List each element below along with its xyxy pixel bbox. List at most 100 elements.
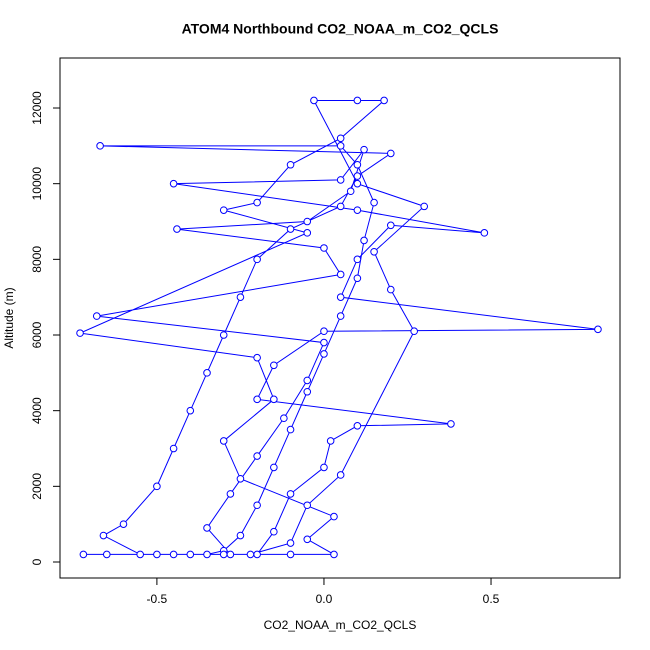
data-point [326, 437, 335, 445]
data-point [270, 361, 278, 370]
data-point [96, 142, 104, 150]
data-point [203, 369, 211, 377]
data-point [219, 206, 228, 214]
data-point [286, 225, 295, 233]
data-point [330, 512, 338, 521]
data-point [447, 420, 455, 428]
data-point [203, 524, 211, 532]
data-point [420, 202, 429, 211]
data-point [410, 327, 418, 336]
data-point [336, 293, 345, 301]
y-tick-label: 2000 [30, 473, 44, 500]
data-point [92, 312, 101, 320]
data-point [219, 437, 228, 445]
data-point [594, 325, 602, 334]
data-point [102, 550, 111, 559]
data-point [286, 425, 295, 434]
data-point [219, 550, 228, 559]
data-point [336, 142, 345, 150]
data-point [236, 293, 245, 301]
data-point [169, 550, 178, 559]
data-point [286, 539, 295, 547]
data-point [236, 474, 245, 483]
y-tick-label: 4000 [30, 397, 44, 424]
data-point [280, 414, 288, 423]
data-point [303, 535, 312, 544]
data-point [253, 452, 261, 460]
data-point [270, 527, 278, 536]
data-point [76, 329, 84, 337]
data-point [320, 350, 328, 358]
data-point [219, 331, 228, 339]
data-point [386, 149, 395, 158]
data-point [336, 270, 345, 279]
y-tick-label: 6000 [30, 321, 44, 348]
data-point [320, 463, 328, 472]
data-point [169, 444, 178, 453]
x-tick-label: 0.0 [316, 592, 333, 606]
data-point [303, 376, 312, 385]
data-point [353, 206, 362, 214]
data-point [253, 395, 261, 404]
data-point [286, 550, 295, 559]
data-point [360, 236, 368, 245]
data-point [226, 490, 235, 498]
data-point [203, 550, 211, 559]
data-point [99, 531, 108, 540]
data-point [253, 255, 261, 264]
data-point [173, 225, 181, 233]
data-point [253, 501, 261, 510]
data-point [336, 176, 345, 184]
data-point [370, 247, 378, 256]
data-point [136, 550, 144, 559]
data-point [303, 229, 312, 237]
data-point [303, 501, 312, 510]
x-axis-label: CO2_NOAA_m_CO2_QCLS [264, 618, 417, 632]
data-point [320, 338, 328, 347]
data-point [253, 550, 261, 559]
data-point [186, 550, 195, 559]
data-point [386, 285, 395, 294]
data-point [353, 422, 362, 430]
data-point [386, 221, 395, 230]
data-point [186, 406, 195, 415]
data-point [346, 187, 355, 196]
data-point [353, 172, 362, 180]
data-point [353, 255, 362, 264]
data-point [303, 387, 312, 396]
data-point [226, 550, 235, 559]
data-point [246, 550, 255, 559]
data-point [153, 482, 161, 491]
data-point [270, 395, 278, 404]
data-point [169, 179, 178, 188]
data-point [353, 160, 362, 169]
data-point [330, 550, 338, 559]
y-tick-label: 10000 [30, 167, 44, 201]
data-point [153, 550, 161, 559]
chart-title: ATOM4 Northbound CO2_NOAA_m_CO2_QCLS [182, 21, 499, 37]
data-point [353, 274, 362, 283]
data-point [480, 229, 489, 237]
data-point [320, 327, 328, 336]
data-point [270, 463, 278, 472]
data-point [336, 312, 345, 320]
data-point [119, 520, 128, 528]
x-tick-label: -0.5 [147, 592, 168, 606]
data-point [353, 96, 362, 105]
data-point [303, 217, 312, 226]
data-point [253, 353, 261, 362]
data-point [310, 96, 318, 105]
data-point [253, 198, 261, 207]
y-tick-label: 0 [30, 558, 44, 565]
data-point [380, 96, 388, 105]
y-tick-label: 12000 [30, 91, 44, 125]
x-tick-label: 0.5 [483, 592, 500, 606]
data-point [360, 145, 368, 154]
data-point [236, 531, 245, 540]
data-point [286, 160, 295, 169]
data-point [370, 198, 378, 207]
data-point [79, 550, 88, 559]
data-point [336, 471, 345, 479]
y-axis-label: Altitude (m) [2, 287, 16, 348]
